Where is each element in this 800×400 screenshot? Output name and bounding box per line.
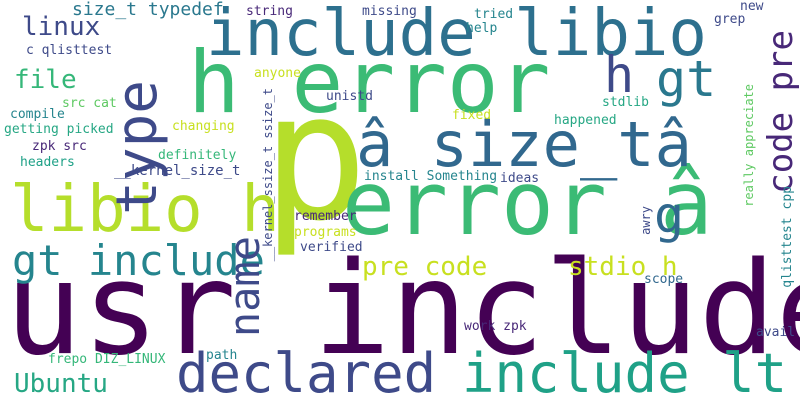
- word-zpk-src: zpk src: [32, 139, 87, 154]
- word-getting-picked: getting picked: [4, 122, 114, 137]
- word-libio-h: libio h: [10, 173, 280, 247]
- word-code-pre: code pre: [761, 30, 800, 194]
- word-really-appreciate: really appreciate: [742, 84, 756, 207]
- word-frepo: frepo DIZ_LINUX: [48, 352, 166, 367]
- word-programs: programs: [294, 225, 357, 240]
- word-tried: tried: [474, 7, 514, 22]
- word-p: p: [262, 55, 368, 260]
- word-anyone: anyone: [254, 66, 301, 81]
- word-grep: grep: [714, 12, 746, 27]
- word-awry: awry: [639, 206, 653, 235]
- word-include-libio: include libio: [206, 0, 707, 71]
- word-name: name: [220, 236, 269, 338]
- word-h-right: h: [604, 46, 635, 104]
- word-help: help: [466, 21, 498, 36]
- word-ideas: ideas: [500, 171, 540, 186]
- word-missing: missing: [362, 4, 417, 19]
- word-avail: avail: [756, 325, 796, 340]
- word-headers: headers: [20, 155, 75, 170]
- word-fixed: fixed: [452, 108, 492, 123]
- word-declared: declared: [176, 342, 437, 400]
- word-string: string: [246, 4, 293, 19]
- word-verified: verified: [300, 240, 363, 255]
- word-happened: happened: [554, 113, 617, 128]
- word-include-lt: include lt: [462, 342, 788, 400]
- word-changing: changing: [172, 119, 235, 134]
- word-scope: scope: [644, 272, 684, 287]
- word-pre-code: pre code: [362, 252, 488, 282]
- word-ubuntu: Ubuntu: [14, 369, 108, 399]
- word-src-cat: src cat: [62, 96, 117, 111]
- word-remember: remember: [294, 209, 357, 224]
- word-gt-include: gt include: [12, 236, 265, 285]
- word-qlisttest-cpp: qlisttest cpp: [780, 186, 795, 288]
- word-path: path: [206, 348, 238, 363]
- word-size-t-typedef: size_t typedef: [72, 0, 224, 20]
- word-new: new: [740, 0, 764, 14]
- word-gt: gt: [656, 50, 717, 108]
- word-linux: linux: [22, 12, 101, 42]
- word-definitely: definitely: [158, 148, 237, 163]
- word-compile: compile: [10, 107, 65, 122]
- word-g: g: [654, 186, 685, 244]
- word-usr-include: usr include: [5, 235, 800, 384]
- word-unistd: unistd: [326, 89, 373, 104]
- word-stdio-h: stdio h: [568, 252, 678, 282]
- word-work-zpk: work zpk: [464, 319, 527, 334]
- word-install-something: install Something: [364, 169, 498, 184]
- word-file: file: [14, 65, 77, 95]
- word-h-error: h error: [188, 33, 551, 133]
- word-a-size-ta: â size_tâ: [356, 108, 692, 181]
- word-c-qlisttest: c qlisttest: [26, 43, 113, 58]
- word-kernel-ssize: __kernel_ssize_t ssize_t: [261, 88, 275, 262]
- word-kernel-size: __kernel_size_t: [114, 163, 241, 179]
- word-stdlib: stdlib: [602, 95, 649, 110]
- word-error-a: error â: [342, 152, 713, 255]
